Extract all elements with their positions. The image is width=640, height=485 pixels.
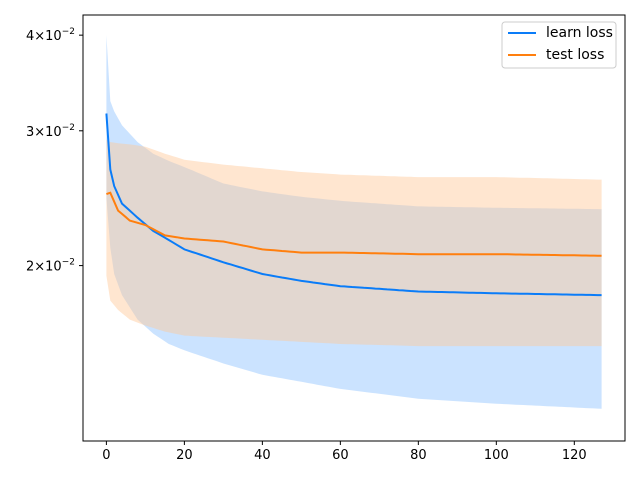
legend: learn loss test loss <box>501 21 617 69</box>
line-learn-loss <box>105 113 602 297</box>
series-lines <box>105 113 602 297</box>
legend-label: test loss <box>546 47 604 63</box>
x-tick-label: 0 <box>102 448 110 463</box>
y-tick-label: 2×10−2 <box>26 258 75 275</box>
axes-frame <box>82 14 626 442</box>
y-tick-label: 4×10−2 <box>26 27 75 44</box>
y-tick-label: 3×10−2 <box>26 123 75 140</box>
x-tick-label: 20 <box>176 448 193 463</box>
x-tick-label: 80 <box>410 448 427 463</box>
band-test-loss <box>106 139 602 347</box>
legend-label: learn loss <box>546 25 613 41</box>
x-tick-label: 40 <box>254 448 271 463</box>
line-test-loss <box>106 191 602 257</box>
band-learn-loss <box>106 35 602 409</box>
x-tick-label: 120 <box>562 448 587 463</box>
confidence-bands <box>106 35 602 409</box>
x-tick-label: 60 <box>332 448 349 463</box>
y-axis: 2×10−2 3×10−2 4×10−2 <box>26 27 83 275</box>
x-axis: 0 20 40 60 80 100 120 <box>102 441 587 463</box>
x-tick-label: 100 <box>484 448 509 463</box>
